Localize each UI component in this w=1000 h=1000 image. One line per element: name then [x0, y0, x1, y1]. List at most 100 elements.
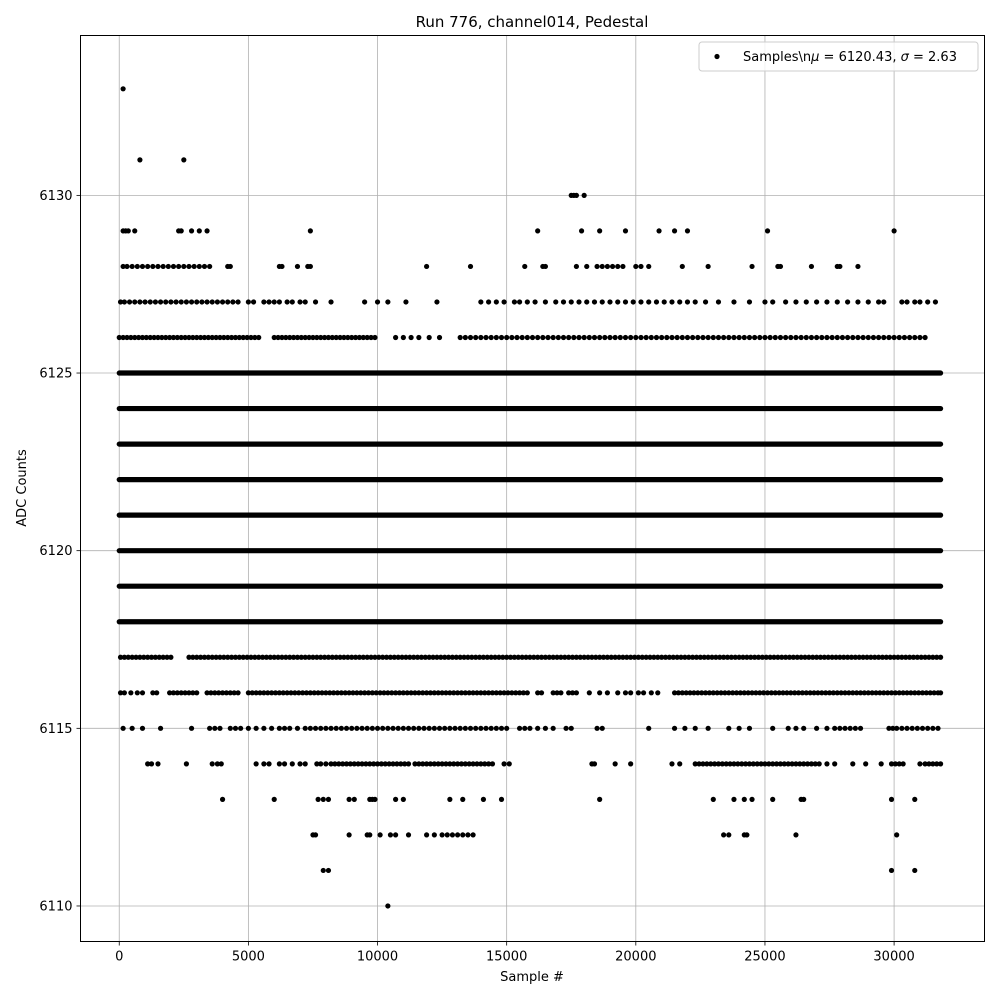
- data-point: [245, 299, 251, 305]
- data-point: [662, 654, 669, 660]
- data-point: [744, 832, 750, 838]
- data-point: [235, 299, 241, 305]
- data-point: [910, 654, 917, 660]
- data-point: [671, 690, 678, 696]
- data-point: [395, 725, 401, 731]
- data-point: [186, 334, 192, 341]
- data-point: [427, 690, 434, 696]
- data-point: [886, 725, 892, 731]
- data-point: [349, 334, 355, 341]
- data-point: [934, 761, 940, 767]
- data-point: [535, 228, 541, 234]
- data-point: [545, 334, 551, 341]
- data-point: [478, 299, 484, 305]
- data-point: [360, 654, 366, 660]
- data-point: [735, 761, 741, 767]
- data-point: [297, 761, 303, 767]
- data-point: [148, 654, 155, 660]
- data-point: [904, 725, 910, 731]
- data-point: [174, 690, 180, 696]
- data-point: [793, 334, 799, 341]
- data-point: [714, 690, 720, 696]
- data-point: [832, 761, 838, 767]
- data-point: [573, 263, 580, 270]
- data-point: [904, 690, 910, 696]
- data-point: [377, 832, 383, 838]
- data-point: [628, 334, 634, 341]
- data-point: [699, 690, 705, 696]
- data-point: [380, 654, 386, 660]
- data-point: [359, 761, 365, 767]
- data-point: [538, 690, 545, 696]
- data-point: [263, 654, 270, 660]
- data-point: [393, 832, 399, 838]
- data-point: [204, 228, 210, 234]
- data-point: [221, 654, 227, 660]
- data-point: [307, 690, 313, 696]
- y-tick-label: 6120: [39, 544, 72, 559]
- data-point: [374, 299, 381, 305]
- data-point: [306, 654, 312, 660]
- data-point: [400, 796, 406, 802]
- data-point: [408, 690, 414, 696]
- data-point: [443, 761, 449, 767]
- data-point: [876, 654, 882, 660]
- data-point: [749, 796, 755, 802]
- data-point: [378, 761, 385, 767]
- data-point: [328, 299, 334, 305]
- data-point: [214, 761, 220, 767]
- data-point: [276, 299, 282, 305]
- data-point: [597, 654, 603, 660]
- data-point: [566, 654, 572, 660]
- data-point: [578, 228, 585, 234]
- data-point: [896, 334, 902, 341]
- data-point: [624, 654, 630, 660]
- data-point: [271, 334, 277, 341]
- data-point: [227, 263, 233, 270]
- data-point: [174, 334, 180, 341]
- data-point: [584, 263, 590, 270]
- y-tick-label: 6110: [39, 899, 72, 914]
- data-point: [272, 690, 279, 696]
- data-point: [550, 334, 556, 341]
- data-point: [700, 761, 706, 767]
- data-point: [201, 654, 208, 660]
- data-point: [731, 334, 737, 341]
- data-point: [646, 299, 652, 305]
- data-point: [156, 654, 162, 660]
- data-point: [669, 334, 675, 341]
- data-point: [762, 299, 768, 305]
- data-point: [599, 263, 605, 270]
- data-point: [674, 334, 680, 341]
- data-point: [129, 263, 135, 270]
- data-point: [483, 725, 489, 731]
- legend-mu-value: = 6120.43,: [819, 50, 900, 65]
- data-point: [723, 761, 729, 767]
- data-point: [451, 761, 457, 767]
- data-point: [824, 761, 830, 767]
- data-point: [855, 263, 861, 270]
- data-point: [736, 725, 742, 731]
- data-point: [338, 690, 344, 696]
- data-point: [770, 299, 776, 305]
- data-point: [890, 725, 896, 731]
- data-point: [182, 690, 188, 696]
- data-point: [639, 654, 645, 660]
- data-point: [504, 725, 510, 731]
- data-point: [925, 725, 931, 731]
- data-point: [823, 690, 829, 696]
- legend-label: Samples\nμ = 6120.43, σ = 2.63: [743, 50, 957, 65]
- data-point: [519, 334, 525, 341]
- data-point: [881, 690, 887, 696]
- data-point: [422, 654, 428, 660]
- data-point: [402, 761, 408, 767]
- data-point: [289, 761, 295, 767]
- data-point: [165, 263, 171, 270]
- data-point: [690, 334, 696, 341]
- data-point: [137, 157, 143, 163]
- data-point: [569, 690, 576, 696]
- data-point: [865, 334, 871, 341]
- data-point: [279, 263, 285, 270]
- data-point: [365, 690, 372, 696]
